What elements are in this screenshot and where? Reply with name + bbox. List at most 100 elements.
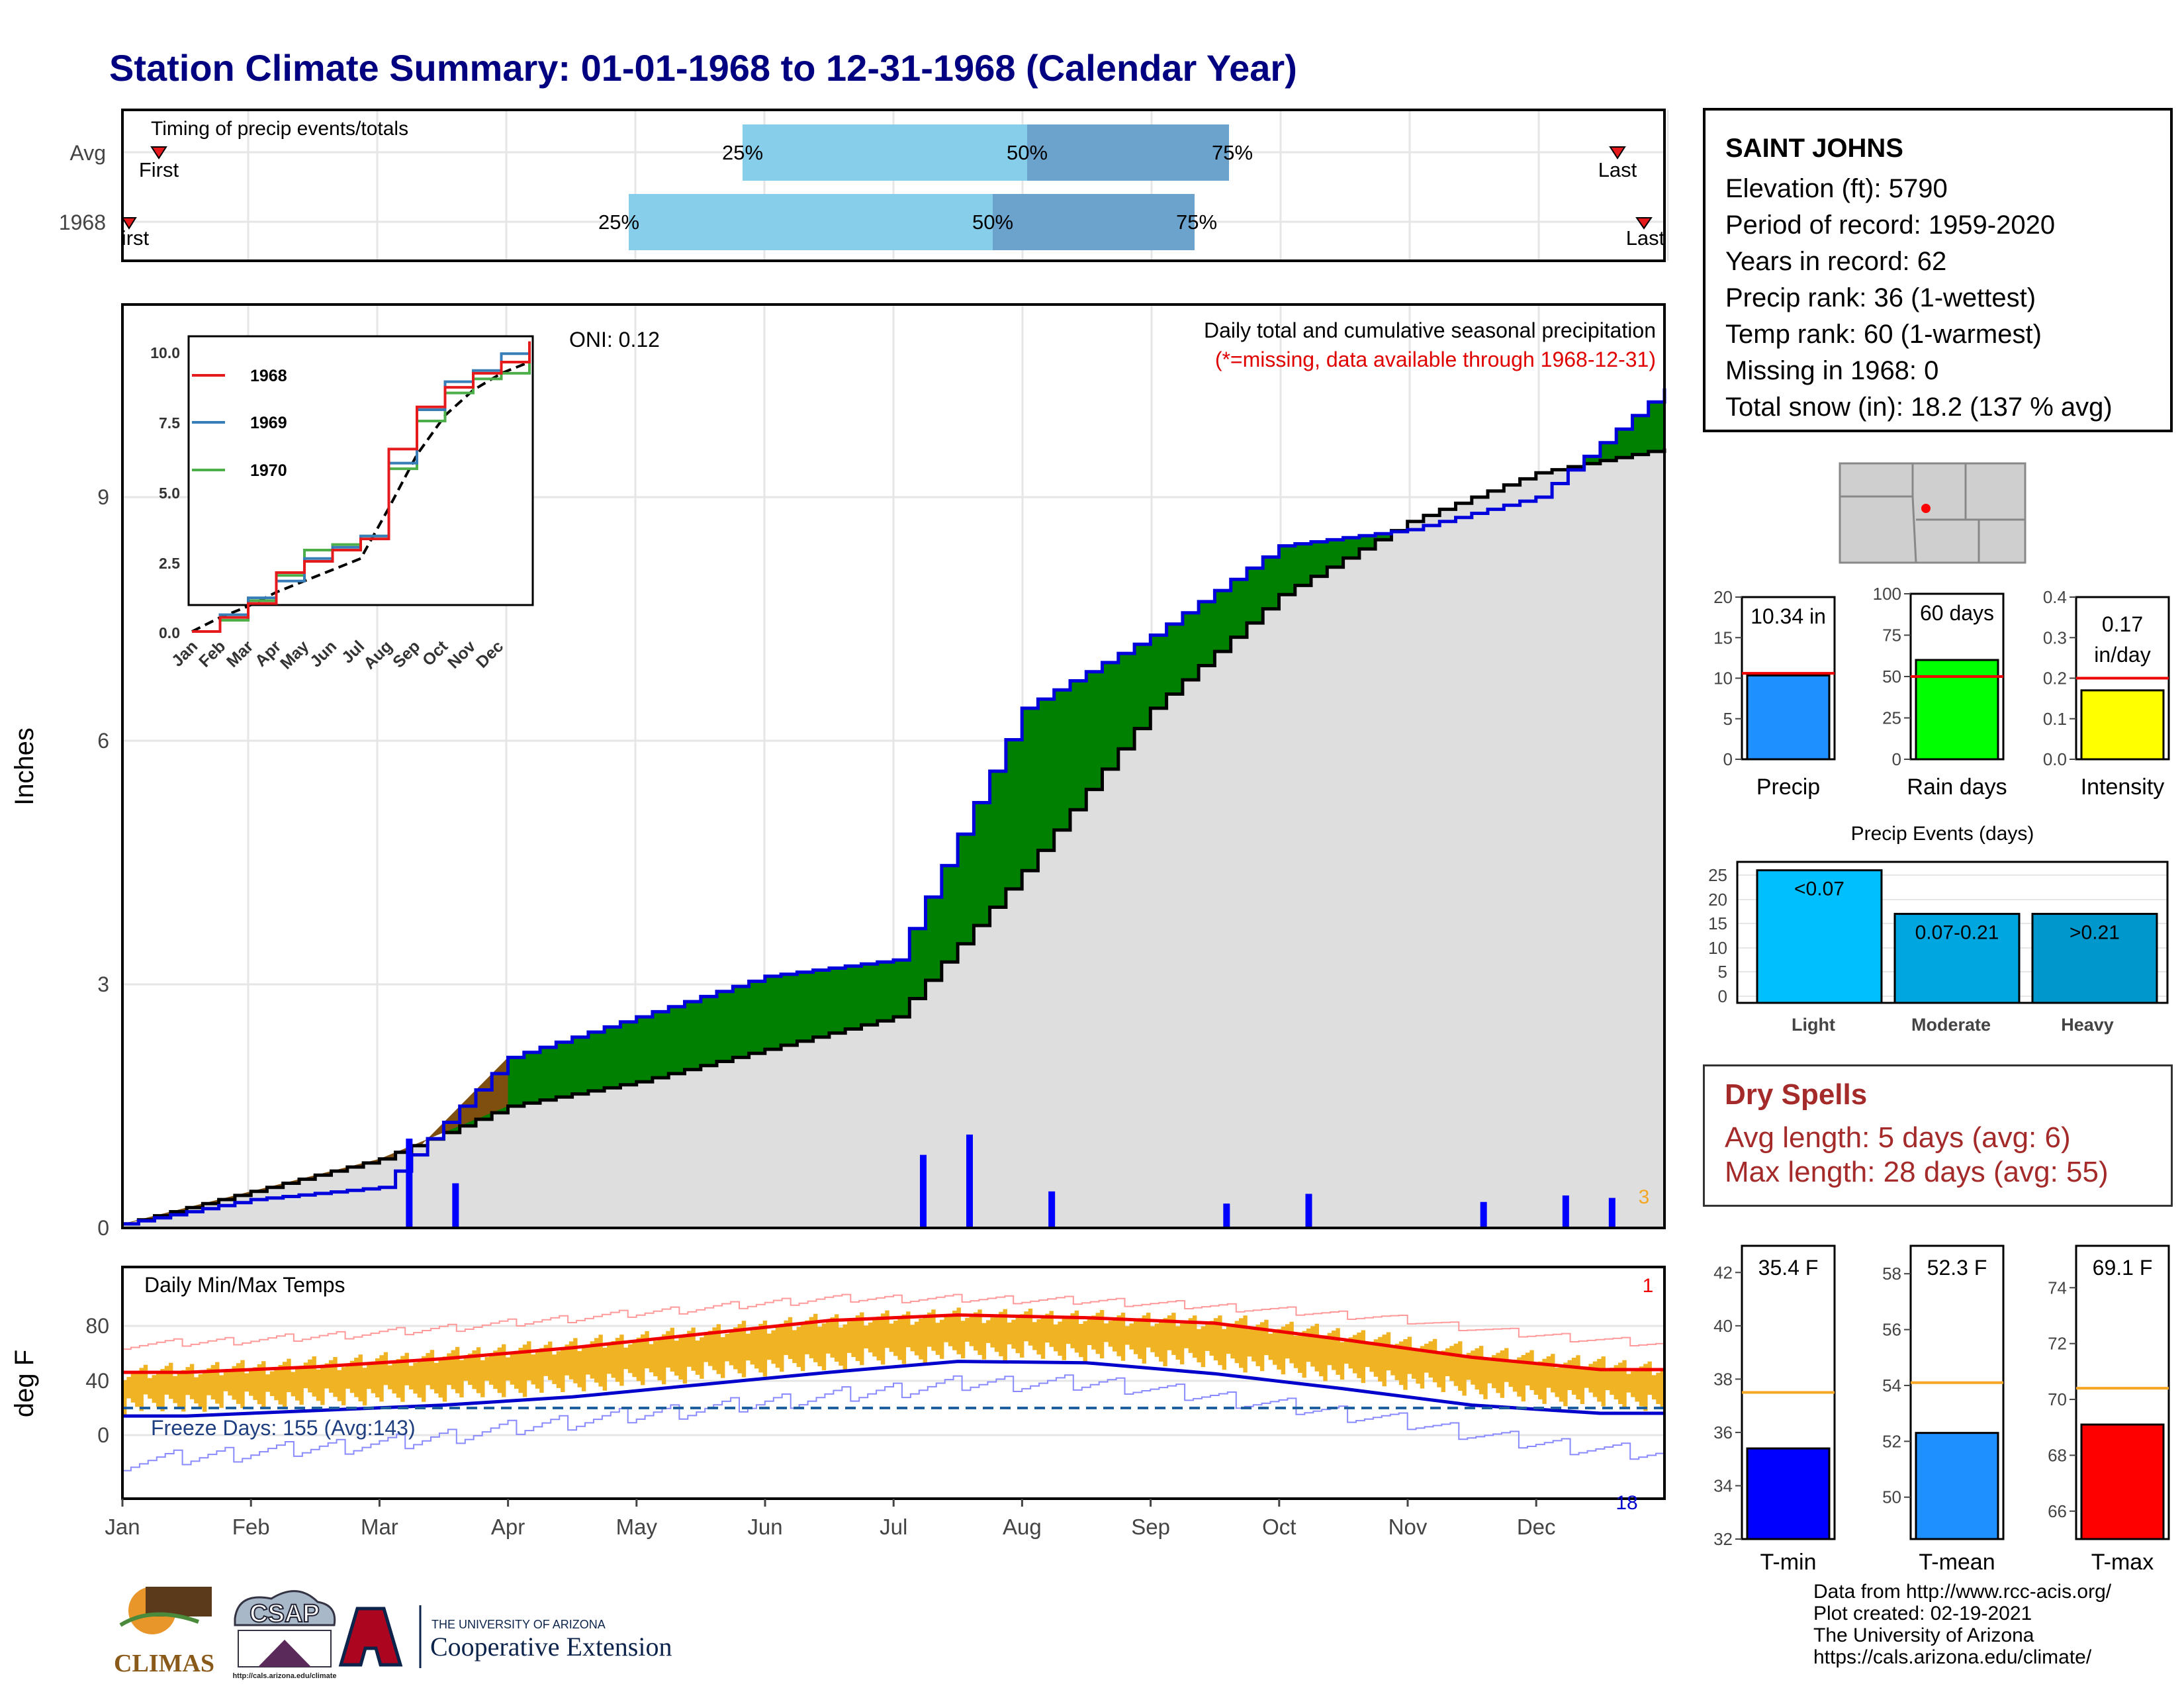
value-bar bbox=[1746, 674, 1831, 761]
snow-count: 3 bbox=[1639, 1186, 1650, 1208]
timing-frame bbox=[121, 109, 1666, 262]
event-bar bbox=[1756, 869, 1883, 1004]
ev-ytick-25: 25 bbox=[1708, 865, 1727, 885]
month-tick: Apr bbox=[491, 1515, 525, 1539]
ytick: 66 bbox=[2048, 1501, 2067, 1521]
credit-source: Data from http://www.rcc-acis.org/ bbox=[1813, 1581, 2112, 1603]
tmean-chart: 50 52 54 56 58 52.3 F T-mean bbox=[1882, 1244, 2005, 1575]
ev-ytick-20: 20 bbox=[1708, 890, 1727, 910]
cumulative-line bbox=[122, 388, 1666, 1226]
inset-ytick-75: 7.5 bbox=[159, 414, 180, 432]
precip-ytick-0: 0 bbox=[97, 1216, 109, 1240]
ytick: 50 bbox=[1882, 1487, 1901, 1507]
precip-panel: 0 3 6 9 Inches ONI: 0.12 Daily total and… bbox=[10, 303, 1666, 1240]
value-bar bbox=[2080, 689, 2165, 761]
inset-xtick: Apr bbox=[251, 637, 285, 670]
ytick: 42 bbox=[1713, 1262, 1733, 1282]
normal-line bbox=[122, 448, 1666, 1226]
precip-ytick-6: 6 bbox=[97, 729, 109, 753]
ytick: 34 bbox=[1713, 1476, 1733, 1495]
ytick: 0.3 bbox=[2043, 628, 2067, 647]
temp-ytick-40: 40 bbox=[85, 1369, 109, 1393]
csap-logo: CSAP http://cals.arizona.edu/climate bbox=[232, 1590, 337, 1680]
yr-last-label: Last bbox=[1626, 226, 1665, 250]
ytick: 50 bbox=[1882, 667, 1901, 686]
month-tick: Aug bbox=[1003, 1515, 1042, 1539]
ytick: 68 bbox=[2048, 1445, 2067, 1465]
timing-panel: Timing of precip events/totals Avg 1968 … bbox=[59, 109, 1669, 262]
ytick: 5 bbox=[1723, 709, 1733, 729]
daily-precip-bar bbox=[1480, 1201, 1487, 1228]
precip-ylabel: Inches bbox=[10, 727, 39, 806]
month-tick: May bbox=[616, 1515, 658, 1539]
avg-q1-bar bbox=[743, 124, 1027, 181]
location-map bbox=[1839, 462, 2026, 564]
climas-text: CLIMAS bbox=[114, 1650, 214, 1677]
ytick: 40 bbox=[1713, 1316, 1733, 1336]
ytick: 0.1 bbox=[2043, 709, 2067, 729]
value-label: 60 days bbox=[1920, 601, 1994, 625]
inset-xtick: May bbox=[277, 637, 312, 673]
yr-q2-bar bbox=[993, 194, 1195, 250]
event-bar bbox=[1893, 913, 2021, 1004]
month-tick: Nov bbox=[1388, 1515, 1428, 1539]
value-bar bbox=[1915, 659, 1999, 761]
credits: Data from http://www.rcc-acis.org/ Plot … bbox=[1813, 1581, 2111, 1668]
temp-ylabel: deg F bbox=[10, 1350, 39, 1417]
value-label: 52.3 F bbox=[1927, 1256, 1987, 1280]
ytick: 0 bbox=[1892, 749, 1901, 769]
ytick: 56 bbox=[1882, 1320, 1901, 1340]
precip-total-chart: 0 5 10 15 20 10.34 in Precip bbox=[1713, 587, 1836, 800]
ytick: 70 bbox=[2048, 1389, 2067, 1409]
category-label: Rain days bbox=[1907, 774, 2007, 800]
value-bar bbox=[1915, 1432, 1999, 1540]
category-label: T-mean bbox=[1919, 1550, 1995, 1575]
ytick: 0.4 bbox=[2043, 587, 2067, 607]
station-line-4: Temp rank: 60 (1-warmest) bbox=[1725, 320, 2042, 349]
ua-logo: THE UNIVERSITY OF ARIZONA Cooperative Ex… bbox=[338, 1605, 672, 1668]
avg-q2-bar bbox=[1027, 124, 1229, 181]
credit-url: https://cals.arizona.edu/climate/ bbox=[1813, 1646, 2092, 1668]
month-tick: Feb bbox=[232, 1515, 270, 1539]
dry-spells-max: Max length: 28 days (avg: 55) bbox=[1725, 1156, 2109, 1188]
ev-cat-moderate: Moderate bbox=[1911, 1015, 1991, 1035]
tmax-chart: 66 68 70 72 74 69.1 F T-max bbox=[2048, 1244, 2170, 1575]
precip-note: (*=missing, data available through 1968-… bbox=[1215, 348, 1656, 371]
inset-xtick: Oct bbox=[419, 637, 452, 670]
temp-min-count: 18 bbox=[1615, 1492, 1637, 1514]
inset-xtick: Mar bbox=[223, 637, 257, 671]
tmin-chart: 32 34 36 38 40 42 35.4 F T-min bbox=[1713, 1244, 1836, 1575]
station-line-1: Period of record: 1959-2020 bbox=[1725, 211, 2056, 240]
climas-logo: CLIMAS bbox=[114, 1587, 214, 1677]
station-name: SAINT JOHNS bbox=[1725, 134, 1903, 163]
ytick: 74 bbox=[2048, 1278, 2067, 1297]
daily-precip-bar bbox=[920, 1154, 927, 1228]
event-bar-label: >0.21 bbox=[2070, 922, 2120, 944]
inset-ytick-100: 10.0 bbox=[150, 344, 180, 361]
temp-bar-charts: 32 34 36 38 40 42 35.4 F T-min 50 52 54 56 58 52.3 F… bbox=[1713, 1244, 2170, 1575]
ytick: 32 bbox=[1713, 1529, 1733, 1549]
ev-ytick-15: 15 bbox=[1708, 914, 1727, 933]
station-lines: Elevation (ft): 5790 Period of record: 19… bbox=[1725, 171, 2150, 426]
avg-first-label: First bbox=[139, 158, 179, 181]
inset-xtick: Nov bbox=[444, 637, 479, 672]
event-bar-label: 0.07-0.21 bbox=[1915, 922, 1999, 944]
precip-frame bbox=[121, 303, 1666, 1229]
ytick: 38 bbox=[1713, 1369, 1733, 1389]
rain-days-chart: 0 25 50 75 100 60 days Rain days bbox=[1873, 584, 2007, 800]
event-bar-label: <0.07 bbox=[1794, 878, 1844, 900]
value-label: 0.17 bbox=[2102, 612, 2143, 636]
timing-label: Timing of precip events/totals bbox=[151, 118, 408, 140]
ev-cat-heavy: Heavy bbox=[2061, 1015, 2114, 1035]
inset-legend: 1968 1969 1970 bbox=[192, 367, 287, 480]
inset-xtick: Dec bbox=[473, 637, 507, 671]
yr-first-marker bbox=[121, 217, 137, 230]
ytick: 20 bbox=[1713, 587, 1733, 607]
yr-p25: 25% bbox=[598, 211, 639, 234]
station-line-3: Precip rank: 36 (1-wettest) bbox=[1725, 283, 2036, 312]
csap-url: http://cals.arizona.edu/climate bbox=[232, 1672, 336, 1680]
value-label: 10.34 in bbox=[1751, 604, 1826, 628]
month-tick: Jul bbox=[880, 1515, 907, 1539]
temp-ytick-80: 80 bbox=[85, 1314, 109, 1338]
ytick: 0.2 bbox=[2043, 669, 2067, 688]
